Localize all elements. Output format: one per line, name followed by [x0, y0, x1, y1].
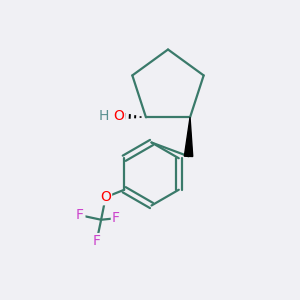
Text: O: O [113, 109, 124, 123]
Text: F: F [112, 211, 120, 225]
Text: F: F [76, 208, 84, 222]
Text: H: H [98, 109, 109, 123]
Text: F: F [93, 234, 101, 248]
Text: O: O [100, 190, 111, 204]
Polygon shape [184, 117, 193, 157]
